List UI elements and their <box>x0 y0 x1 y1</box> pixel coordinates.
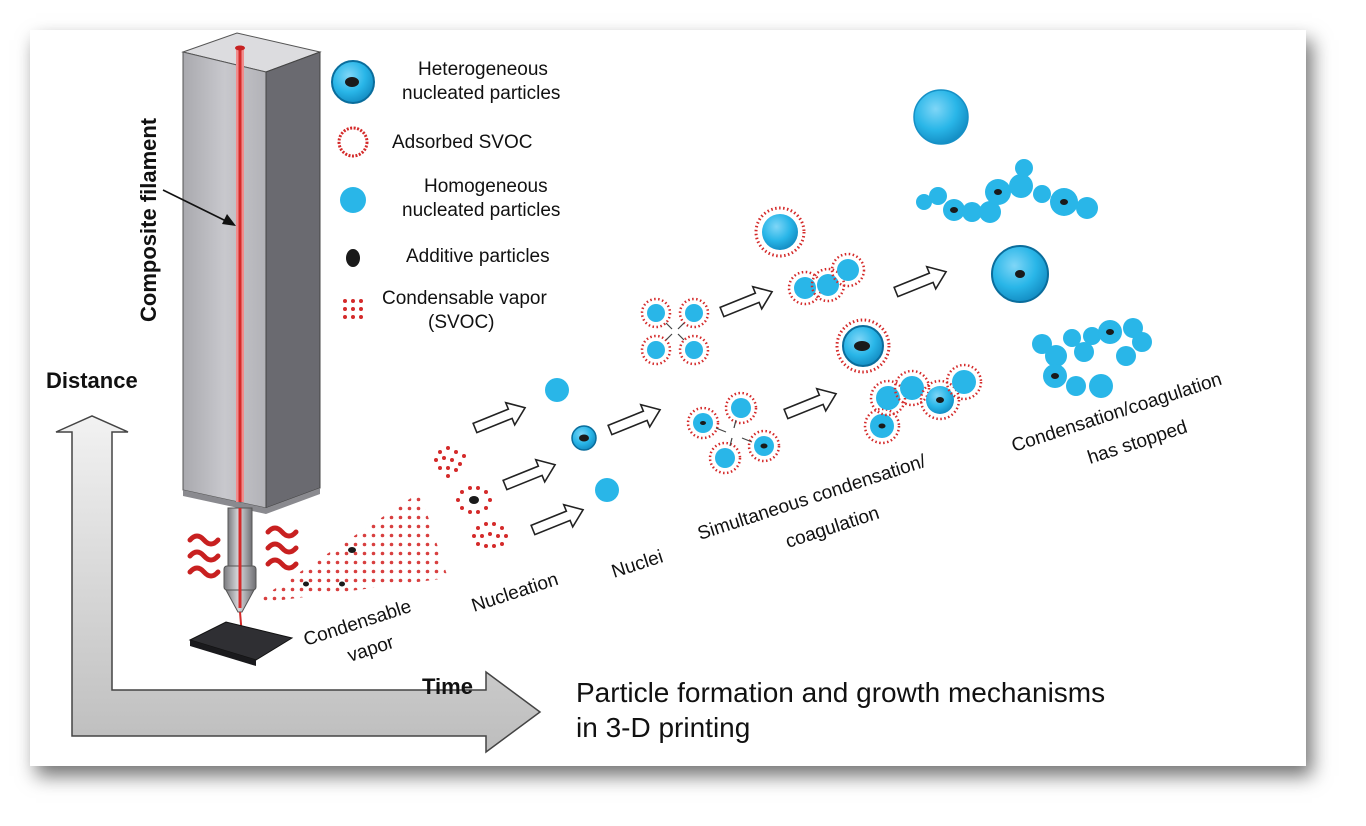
legend-adsorbed-label: Adsorbed SVOC <box>392 132 532 153</box>
stage-nuclei-label: Nuclei <box>609 546 666 582</box>
legend-vapor-icon <box>343 299 363 319</box>
growth-upper <box>754 206 866 306</box>
print-plate <box>188 621 294 666</box>
distance-axis-label: Distance <box>46 368 138 393</box>
process-arrows <box>472 265 948 536</box>
vapor-plume <box>252 492 448 604</box>
printer-block <box>181 32 322 514</box>
legend <box>331 60 375 319</box>
nozzle <box>223 507 257 649</box>
axes-arrow <box>55 415 542 754</box>
figure-title-line2: in 3-D printing <box>576 712 750 743</box>
legend-homogeneous-line2: nucleated particles <box>402 200 560 221</box>
legend-vapor-line2: (SVOC) <box>428 312 495 333</box>
coagulation-group-upper <box>640 297 710 366</box>
legend-vapor-line1: Condensable vapor <box>382 288 547 309</box>
stage-nucleation-label: Nucleation <box>469 569 561 617</box>
nucleation-clusters <box>434 446 508 548</box>
coagulation-group-lower <box>686 391 781 475</box>
legend-heterogeneous-line1: Heterogeneous <box>418 59 548 80</box>
final-particles <box>913 89 1152 398</box>
figure-title-line1: Particle formation and growth mechanisms <box>576 677 1105 708</box>
heat-waves-right <box>265 525 299 571</box>
legend-homogeneous-icon <box>340 187 366 213</box>
legend-homogeneous-line1: Homogeneous <box>424 176 548 197</box>
heat-waves-left <box>187 533 221 579</box>
stage-condensable-line2: vapor <box>345 632 397 667</box>
filament-line <box>235 45 245 502</box>
time-axis-label: Time <box>422 674 473 699</box>
legend-heterogeneous-line2: nucleated particles <box>402 83 560 104</box>
filament-label: Composite filament <box>136 117 161 322</box>
nuclei-particles <box>545 378 619 502</box>
legend-adsorbed-icon <box>337 126 369 158</box>
legend-additive-icon <box>346 249 360 267</box>
legend-additive-label: Additive particles <box>406 246 550 267</box>
growth-lower <box>835 318 983 445</box>
filament-pointer <box>162 189 236 226</box>
